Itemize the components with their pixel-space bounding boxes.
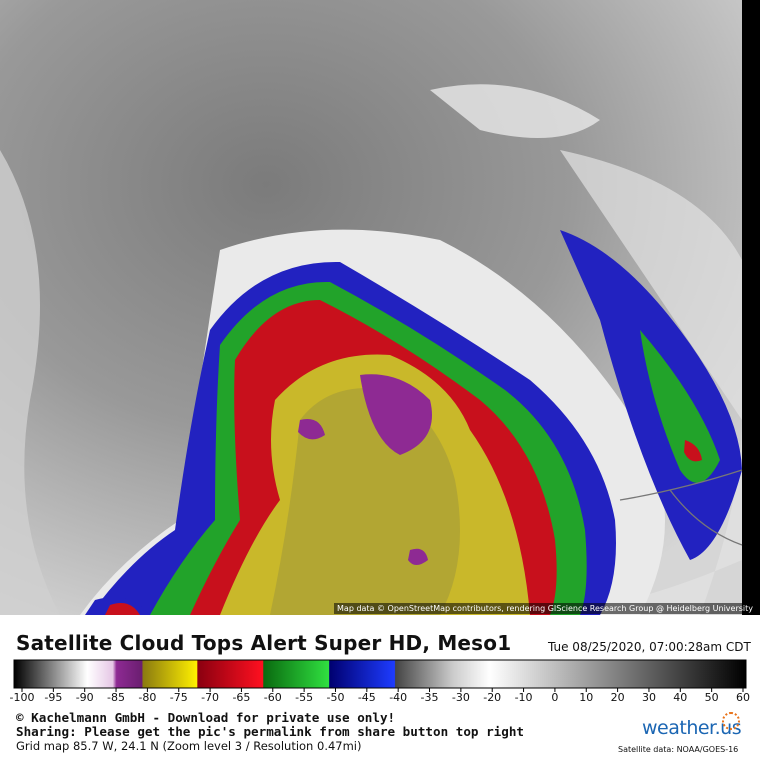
satellite-map: [0, 0, 760, 615]
colorbar-gradient: [13, 659, 747, 689]
tick-label: 20: [611, 691, 625, 704]
timestamp: Tue 08/25/2020, 07:00:28am CDT: [548, 640, 751, 654]
tick-label: -70: [201, 691, 219, 704]
tick-label: -95: [44, 691, 62, 704]
tick-label: -40: [389, 691, 407, 704]
tick-label: -10: [515, 691, 533, 704]
tick-label: 50: [705, 691, 719, 704]
map-attribution: Map data © OpenStreetMap contributors, r…: [334, 603, 756, 614]
tick-label: -65: [232, 691, 250, 704]
title: Satellite Cloud Tops Alert Super HD, Mes…: [16, 631, 512, 655]
logo-sun: [722, 712, 740, 730]
sharing-note: Sharing: Please get the pic's permalink …: [16, 724, 524, 739]
data-source: Satellite data: NOAA/GOES-16: [618, 745, 739, 754]
tick-label: 10: [579, 691, 593, 704]
colorbar: -100 -95 -90 -85 -80 -75 -70 -65 -60 -55 -50 -45 -40…: [10, 659, 750, 704]
tick-label: -75: [170, 691, 188, 704]
tick-label: 40: [673, 691, 687, 704]
tick-label: -80: [138, 691, 156, 704]
tick-label: -85: [107, 691, 125, 704]
tick-label: -90: [76, 691, 94, 704]
tick-label: 30: [642, 691, 656, 704]
tick-label: -45: [358, 691, 376, 704]
tick-label: -30: [452, 691, 470, 704]
tick-label: -35: [421, 691, 439, 704]
tick-label: -100: [10, 691, 35, 704]
tick-label: 60: [736, 691, 750, 704]
tick-label: -55: [295, 691, 313, 704]
tick-label: 0: [551, 691, 558, 704]
tick-label: -60: [264, 691, 282, 704]
copyright: © Kachelmann GmbH - Download for private…: [16, 710, 396, 725]
tick-label: -20: [483, 691, 501, 704]
grid-info: Grid map 85.7 W, 24.1 N (Zoom level 3 / …: [16, 739, 362, 753]
tick-label: -50: [326, 691, 344, 704]
logo: weather.us: [642, 717, 742, 739]
